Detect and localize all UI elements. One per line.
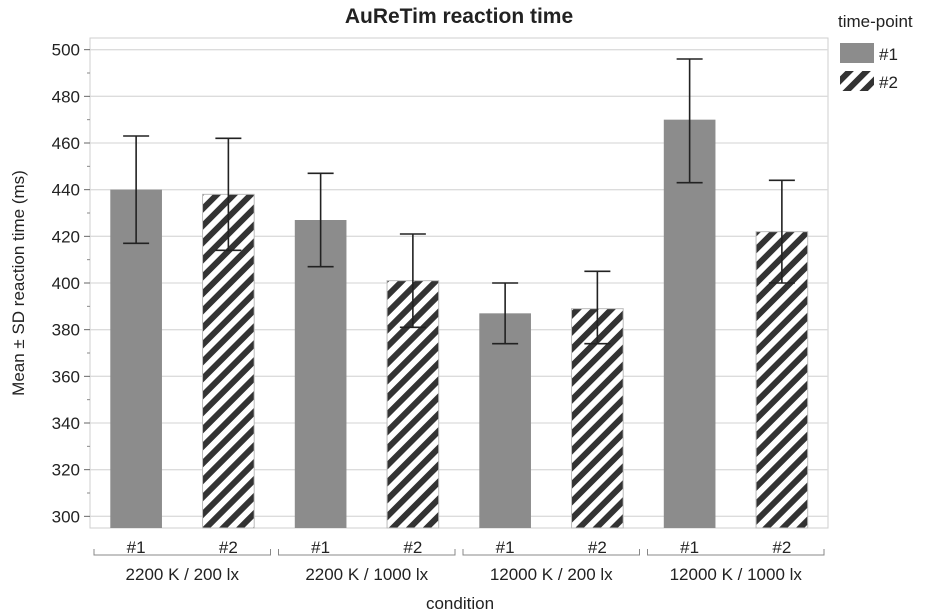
- x-subcategory-label: #1: [311, 538, 330, 557]
- legend: time-point #1 #2: [838, 12, 913, 92]
- y-tick-label: 320: [52, 461, 80, 480]
- bar: [663, 119, 716, 529]
- bar: [479, 313, 531, 528]
- x-axis-labels: #1 #2 2200 K / 200 lx #1 #2 2200 K / 1000 lx #…: [93, 538, 825, 584]
- group-bracket: [278, 549, 456, 556]
- x-subcategory-label: #1: [680, 538, 699, 557]
- y-axis-ticks: 300 320 340 360 380 400 420 440 460 480 500: [52, 41, 90, 526]
- bar: [110, 189, 162, 528]
- legend-title: time-point: [838, 12, 913, 31]
- y-tick-label: 400: [52, 274, 80, 293]
- bar: [571, 308, 624, 529]
- y-tick-label: 440: [52, 181, 80, 200]
- y-axis-label: Mean ± SD reaction time (ms): [9, 170, 28, 396]
- y-tick-label: 460: [52, 134, 80, 153]
- legend-label-1: #1: [879, 45, 898, 64]
- group-bracket: [93, 549, 271, 556]
- x-axis-label: condition: [426, 594, 494, 613]
- x-group-label: 12000 K / 200 lx: [490, 565, 613, 584]
- legend-label-2: #2: [879, 73, 898, 92]
- y-tick-label: 380: [52, 321, 80, 340]
- x-group-label: 2200 K / 1000 lx: [305, 565, 428, 584]
- y-tick-label: 500: [52, 41, 80, 60]
- y-tick-label: 360: [52, 367, 80, 386]
- group-bracket: [647, 549, 825, 556]
- x-group-label: 2200 K / 200 lx: [126, 565, 240, 584]
- y-tick-label: 420: [52, 227, 80, 246]
- x-subcategory-label: #2: [588, 538, 607, 557]
- x-subcategory-label: #2: [403, 538, 422, 557]
- y-tick-label: 300: [52, 507, 80, 526]
- legend-swatch-solid: [840, 43, 874, 63]
- error-bars: [123, 58, 795, 345]
- group-bracket: [462, 549, 640, 556]
- x-subcategory-label: #1: [496, 538, 515, 557]
- y-tick-label: 340: [52, 414, 80, 433]
- x-subcategory-label: #2: [219, 538, 238, 557]
- bars: [110, 119, 809, 529]
- x-subcategory-label: #2: [772, 538, 791, 557]
- legend-swatch-hatched: [840, 71, 874, 91]
- x-group-label: 12000 K / 1000 lx: [670, 565, 803, 584]
- x-subcategory-label: #1: [127, 538, 146, 557]
- y-tick-label: 480: [52, 87, 80, 106]
- bar: [294, 220, 347, 528]
- chart-title: AuReTim reaction time: [345, 5, 573, 28]
